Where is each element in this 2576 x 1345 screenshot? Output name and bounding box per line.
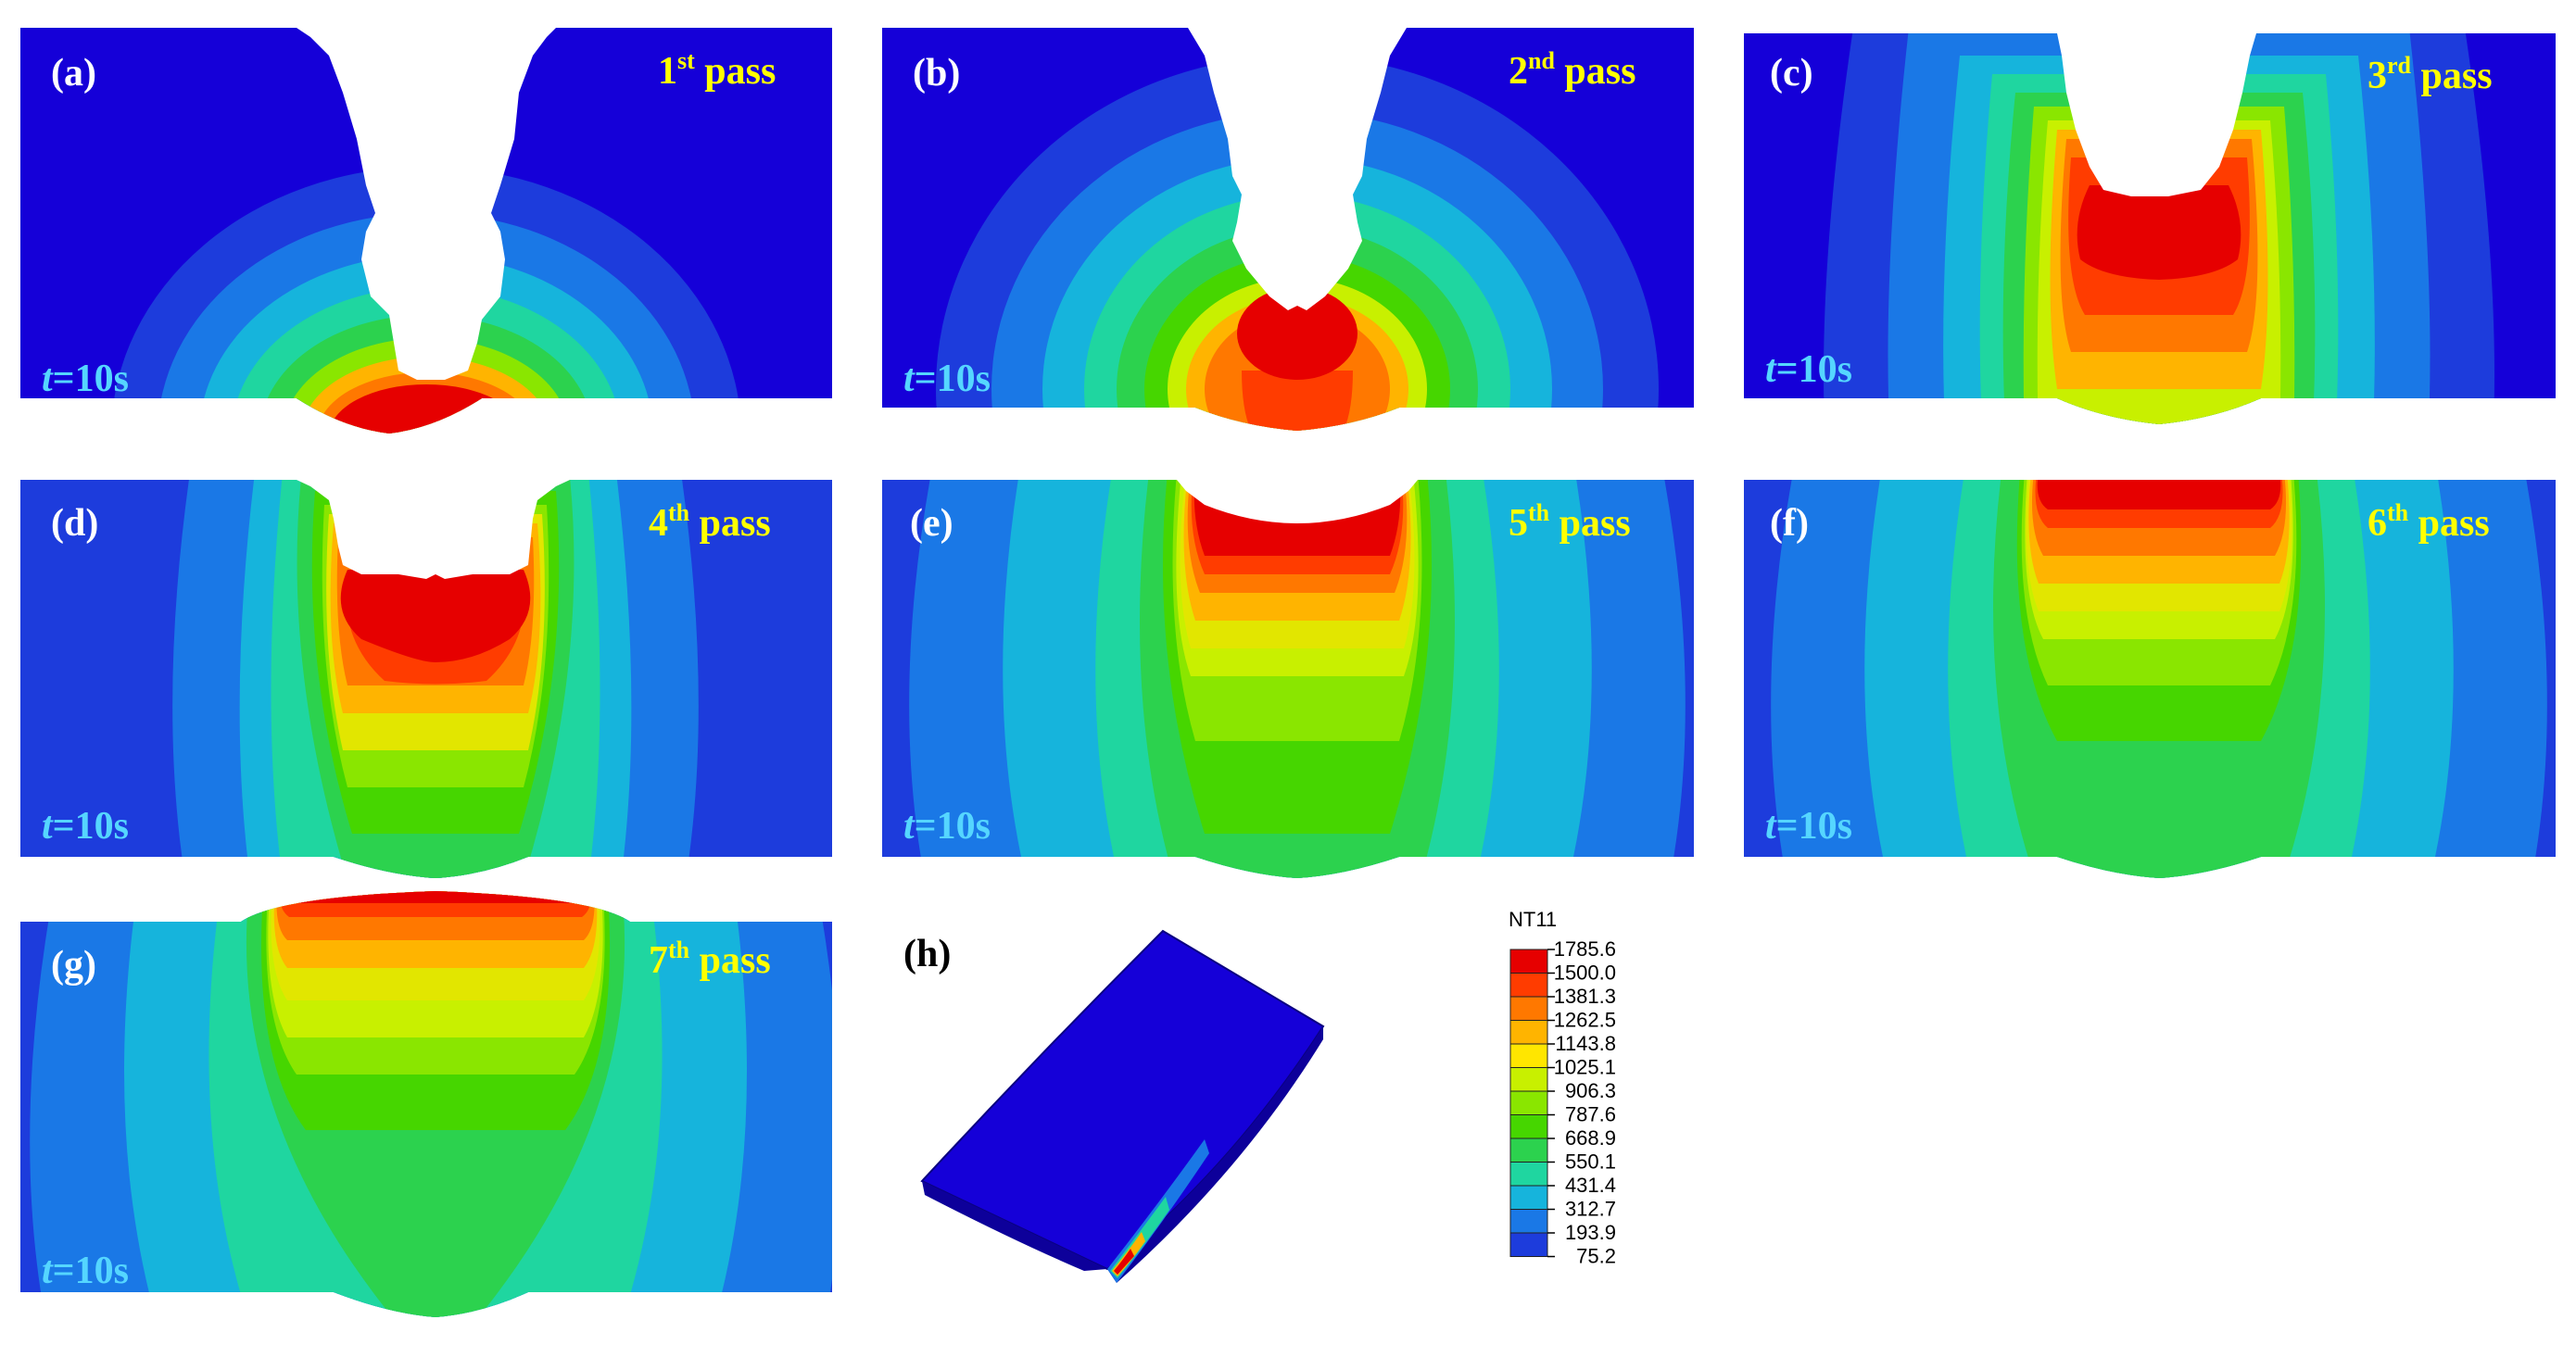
legend-swatch xyxy=(1509,1114,1548,1139)
panel-label: (b) xyxy=(913,52,960,94)
panel-label: (c) xyxy=(1770,52,1813,94)
legend-swatch xyxy=(1509,949,1548,974)
panel-c: (c) 3rd pass t=10s xyxy=(1744,33,2556,424)
legend-value: 193.9 xyxy=(1565,1221,1616,1244)
legend-value: 1262.5 xyxy=(1554,1009,1616,1032)
pass-label: 7th pass xyxy=(649,936,771,982)
panel-g: (g) 7th pass t=10s xyxy=(20,891,832,1317)
legend-scale: 1785.61500.01381.31262.51143.81025.1906.… xyxy=(1509,937,1616,1268)
weld-groove xyxy=(1188,28,1407,310)
legend-value: 787.6 xyxy=(1565,1103,1616,1126)
panel-d: (d) 4th pass t=10s xyxy=(20,480,832,878)
pass-label: 6th pass xyxy=(2368,499,2490,545)
legend-value: 668.9 xyxy=(1565,1126,1616,1150)
pass-label: 3rd pass xyxy=(2368,52,2493,97)
legend-value: 1143.8 xyxy=(1555,1032,1616,1055)
panel-f: (f) 6th pass t=10s xyxy=(1744,480,2556,878)
panel-label: (f) xyxy=(1770,502,1809,545)
legend-swatch xyxy=(1509,1209,1548,1234)
panel-b: (b) 2nd pass t=10s xyxy=(882,28,1694,431)
legend-value: 75.2 xyxy=(1576,1245,1616,1268)
legend-swatch xyxy=(1509,1162,1548,1187)
legend-swatch xyxy=(1509,1185,1548,1210)
temperature-contours xyxy=(30,891,832,1317)
legend-value: 312.7 xyxy=(1565,1198,1616,1221)
panel-label: (h) xyxy=(903,933,951,975)
legend-swatch xyxy=(1509,996,1548,1021)
time-label: t=10s xyxy=(42,1250,129,1292)
panel-a: (a) 1st pass t=10s xyxy=(20,28,832,434)
temperature-contours xyxy=(1771,480,2547,878)
time-label: t=10s xyxy=(903,358,991,400)
panel-label: (e) xyxy=(910,502,953,545)
legend-swatch xyxy=(1509,973,1548,998)
temperature-contours xyxy=(1824,33,2494,424)
legend-value: 1785.6 xyxy=(1554,937,1616,961)
legend-value: 431.4 xyxy=(1565,1174,1616,1197)
legend-swatch xyxy=(1509,1043,1548,1068)
legend-title: NT11 xyxy=(1509,908,1557,931)
panel-label: (a) xyxy=(51,52,96,94)
weld-groove xyxy=(297,480,570,579)
legend-value: 1025.1 xyxy=(1554,1056,1616,1079)
legend-swatch xyxy=(1509,1090,1548,1115)
legend-value: 906.3 xyxy=(1565,1079,1616,1102)
temperature-contours xyxy=(936,56,1659,431)
temperature-contours xyxy=(172,480,699,878)
time-label: t=10s xyxy=(1765,348,1852,391)
weld-groove xyxy=(2057,33,2256,196)
plate-3d-model xyxy=(920,929,1325,1283)
time-label: t=10s xyxy=(42,805,129,848)
legend-swatch xyxy=(1509,1138,1548,1163)
legend-swatch xyxy=(1509,1020,1548,1045)
color-legend: NT11 1785.61500.01381.31262.51143.81025.… xyxy=(1509,908,1616,1268)
legend-swatch xyxy=(1509,1067,1548,1092)
time-label: t=10s xyxy=(42,358,129,400)
temperature-contours xyxy=(111,167,741,434)
time-label: t=10s xyxy=(1765,805,1852,848)
legend-swatch xyxy=(1509,1232,1548,1257)
legend-value: 550.1 xyxy=(1565,1150,1616,1174)
pass-label: 4th pass xyxy=(649,499,771,545)
weld-groove xyxy=(1177,480,1418,523)
panel-label: (d) xyxy=(51,502,98,545)
pass-label: 5th pass xyxy=(1509,499,1631,545)
pass-label: 1st pass xyxy=(658,47,776,93)
legend-value: 1381.3 xyxy=(1554,985,1616,1008)
legend-value: 1500.0 xyxy=(1554,962,1616,985)
panel-e: (e) 5th pass t=10s xyxy=(882,480,1694,878)
pass-label: 2nd pass xyxy=(1509,47,1635,93)
weld-groove xyxy=(297,28,556,380)
panel-label: (g) xyxy=(51,944,96,987)
time-label: t=10s xyxy=(903,805,991,848)
panel-h: (h) xyxy=(903,929,1325,1283)
